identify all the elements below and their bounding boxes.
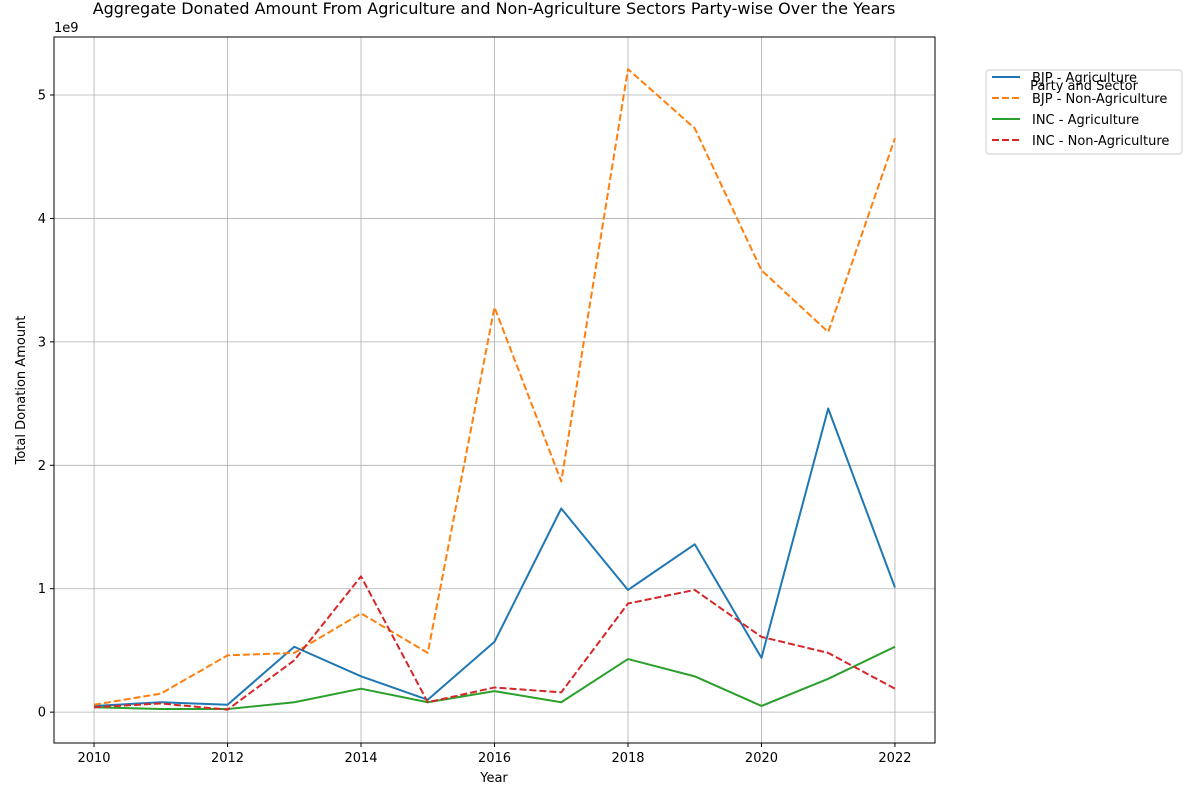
legend-title: Party and Sector (1030, 79, 1139, 94)
legend-label: INC - Non-Agriculture (1032, 134, 1169, 149)
y-tick-label: 4 (38, 212, 46, 227)
x-axis-title: Year (479, 771, 508, 786)
legend-items: BJP - Agriculture BJP - Non-Agriculture IN… (992, 71, 1169, 149)
series-line-bjp-agriculture (93, 407, 896, 707)
y-axis-ticks: 0 1 2 3 4 5 (38, 89, 54, 721)
x-tick-label: 2018 (611, 751, 644, 766)
x-tick-label: 2022 (878, 751, 911, 766)
y-tick-label: 1 (38, 582, 46, 597)
x-tick-label: 2020 (745, 751, 778, 766)
legend-box (985, 69, 1183, 155)
y-axis-title: Total Donation Amount (14, 316, 29, 466)
legend-label: BJP - Non-Agriculture (1032, 92, 1167, 107)
y-axis-offset-label: 1e9 (54, 21, 79, 36)
legend-label: INC - Agriculture (1032, 113, 1139, 128)
y-tick-label: 0 (38, 706, 46, 721)
chart-title: Aggregate Donated Amount From Agricultur… (93, 0, 896, 18)
grid-lines (54, 37, 935, 743)
series-line-inc-non-agriculture (93, 575, 896, 711)
series-line-bjp-non-agriculture (93, 68, 896, 706)
x-tick-label: 2016 (478, 751, 511, 766)
y-tick-label: 5 (38, 89, 46, 104)
y-tick-label: 2 (38, 459, 46, 474)
x-axis-ticks: 2010 2012 2014 2016 2018 2020 2022 (77, 743, 912, 766)
x-tick-label: 2010 (77, 751, 110, 766)
x-tick-label: 2014 (344, 751, 377, 766)
legend-label: BJP - Agriculture (1032, 71, 1137, 86)
x-tick-label: 2012 (211, 751, 244, 766)
series-layer (93, 68, 896, 711)
y-tick-label: 3 (38, 335, 46, 350)
